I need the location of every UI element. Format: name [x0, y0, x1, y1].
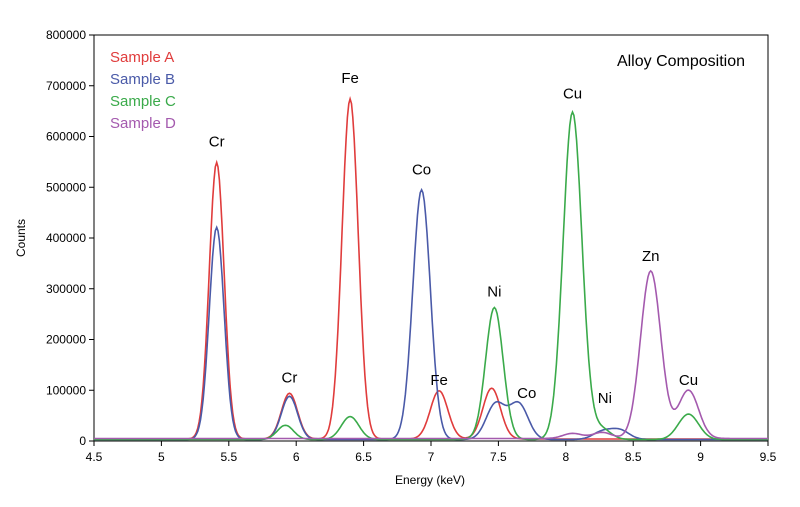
series-line-2	[94, 187, 768, 441]
y-tick-label: 800000	[46, 28, 86, 42]
y-tick-label: 500000	[46, 180, 86, 194]
x-tick-label: 4.5	[86, 450, 103, 464]
peak-label: Ni	[598, 390, 612, 407]
x-tick-label: 5.5	[220, 450, 237, 464]
peak-label: Fe	[341, 70, 359, 87]
peak-label: Cu	[679, 372, 698, 389]
x-tick-label: 8.5	[625, 450, 642, 464]
series-line-3	[94, 109, 768, 441]
peak-label: Zn	[642, 248, 660, 265]
chart-title: Alloy Composition	[617, 53, 745, 70]
legend-entry: Sample A	[110, 49, 174, 66]
x-tick-label: 6.5	[355, 450, 372, 464]
peak-label: Fe	[430, 372, 448, 389]
x-tick-label: 9	[697, 450, 704, 464]
y-axis-label: Counts	[14, 219, 28, 257]
y-tick-label: 100000	[46, 383, 86, 397]
series-line-4	[94, 269, 768, 440]
series-group	[94, 96, 768, 441]
axes: 4.5 5 5.5 6 6.5 7 7.5 8 8.5 9 9.5 0 100000 200000 3000…	[46, 28, 777, 464]
legend-entry: Sample D	[110, 115, 176, 132]
x-tick-label: 9.5	[760, 450, 777, 464]
x-tick-label: 6	[293, 450, 300, 464]
peak-label: Cr	[209, 134, 225, 151]
peak-label: Co	[517, 385, 536, 402]
y-tick-label: 300000	[46, 282, 86, 296]
y-tick-label: 200000	[46, 333, 86, 347]
peak-label: Cr	[282, 370, 298, 387]
y-tick-label: 400000	[46, 231, 86, 245]
y-tick-label: 700000	[46, 79, 86, 93]
legend-entry: Sample B	[110, 71, 175, 88]
x-tick-label: 5	[158, 450, 165, 464]
annotations: Cr Cr Fe Co Fe Ni Co Cu Ni Zn Cu	[209, 70, 698, 407]
y-tick-label: 600000	[46, 130, 86, 144]
y-tick-label: 0	[79, 434, 86, 448]
x-tick-label: 8	[562, 450, 569, 464]
legend: Sample A Sample B Sample C Sample D	[110, 49, 176, 132]
x-axis-label: Energy (keV)	[395, 473, 465, 487]
peak-label: Ni	[487, 283, 501, 300]
x-tick-label: 7.5	[490, 450, 507, 464]
peak-label: Cu	[563, 85, 582, 102]
legend-entry: Sample C	[110, 93, 176, 110]
peak-label: Co	[412, 162, 431, 179]
x-tick-label: 7	[428, 450, 435, 464]
